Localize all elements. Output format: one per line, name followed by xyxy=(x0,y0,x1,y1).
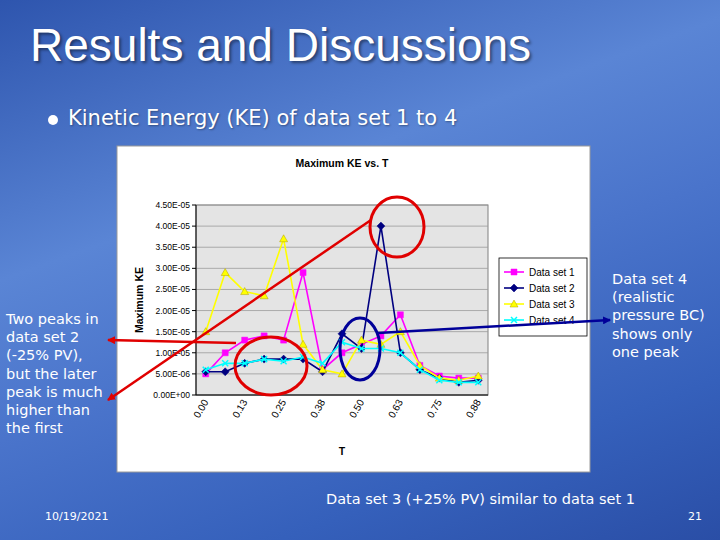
grid-line xyxy=(196,268,488,269)
marker xyxy=(456,379,462,385)
grid-line xyxy=(196,226,488,227)
marker xyxy=(241,288,249,295)
annotation: Data set 3 (+25% PV) similar to data set… xyxy=(326,491,635,507)
marker xyxy=(319,366,327,373)
marker xyxy=(377,222,385,230)
grid-line xyxy=(196,289,488,290)
series-line xyxy=(206,239,479,380)
slide-date: 10/19/2021 xyxy=(45,510,108,523)
bullet-dot xyxy=(48,115,58,125)
x-tick-label: 0.63 xyxy=(386,397,405,420)
marker xyxy=(320,360,326,366)
marker xyxy=(280,235,288,242)
x-axis xyxy=(196,395,488,396)
legend-label: Data set 3 xyxy=(529,299,575,310)
y-tick xyxy=(192,331,196,332)
y-axis-title: Maximum KE xyxy=(133,267,145,333)
annotation: Two peaks in data set 2 (-25% PV), but t… xyxy=(6,310,110,437)
marker xyxy=(221,368,229,376)
marker xyxy=(281,358,287,364)
y-tick-label: 3.00E-05 xyxy=(156,263,191,273)
legend-marker xyxy=(511,269,517,275)
marker xyxy=(475,379,481,385)
y-axis xyxy=(196,205,197,395)
marker xyxy=(417,367,423,373)
x-tick-label: 0.13 xyxy=(230,397,249,420)
series-group xyxy=(202,222,483,386)
y-tick xyxy=(192,205,196,206)
y-tick-label: 2.00E-05 xyxy=(156,306,191,316)
marker xyxy=(300,270,306,276)
chart-area xyxy=(117,146,590,472)
legend-label: Data set 1 xyxy=(529,267,575,278)
bullet-text: Kinetic Energy (KE) of data set 1 to 4 xyxy=(68,106,457,130)
highlight-circle xyxy=(340,318,380,380)
y-tick xyxy=(192,352,196,353)
y-tick xyxy=(192,289,196,290)
marker xyxy=(397,312,403,318)
overlay xyxy=(0,0,720,540)
x-tick-label: 0.25 xyxy=(269,397,288,420)
annotation: Data set 4 (realistic pressure BC) shows… xyxy=(612,270,717,361)
y-tick-label: 2.50E-05 xyxy=(156,284,191,294)
legend-marker xyxy=(510,284,518,292)
y-tick xyxy=(192,395,196,396)
y-tick xyxy=(192,247,196,248)
x-tick-label: 0.75 xyxy=(425,397,444,420)
marker xyxy=(436,377,442,383)
marker xyxy=(242,360,248,366)
marker xyxy=(474,372,482,379)
marker xyxy=(261,356,267,362)
x-tick-label: 0.88 xyxy=(464,397,483,420)
y-tick-label: 5.00E-06 xyxy=(156,369,191,379)
y-tick-label: 1.50E-05 xyxy=(156,327,191,337)
y-tick xyxy=(192,268,196,269)
marker xyxy=(222,360,228,366)
arrow xyxy=(108,340,236,343)
legend-marker xyxy=(510,300,518,307)
y-tick-label: 4.50E-05 xyxy=(156,200,191,210)
x-tick-label: 0.38 xyxy=(308,397,327,420)
highlight-circle xyxy=(235,337,307,395)
grid-line xyxy=(196,205,488,206)
page-number: 21 xyxy=(688,510,702,523)
marker xyxy=(203,367,209,373)
chart-title: Maximum KE vs. T xyxy=(296,157,389,169)
marker xyxy=(222,350,228,356)
marker xyxy=(358,346,364,352)
marker xyxy=(221,269,229,276)
marker xyxy=(242,337,248,343)
plot-area xyxy=(196,205,488,395)
legend-label: Data set 2 xyxy=(529,283,575,294)
marker xyxy=(357,336,365,343)
arrow xyxy=(108,220,371,400)
y-tick-label: 3.50E-05 xyxy=(156,242,191,252)
arrow xyxy=(378,320,610,333)
x-tick-label: 0.50 xyxy=(347,397,366,420)
y-tick xyxy=(192,226,196,227)
marker xyxy=(397,350,403,356)
y-tick-label: 0.00E+00 xyxy=(153,390,190,400)
highlight-circle xyxy=(370,197,424,257)
x-tick-label: 0.00 xyxy=(191,397,210,420)
y-tick xyxy=(192,310,196,311)
chart-svg: Maximum KE vs. T0.00E+005.00E-061.00E-05… xyxy=(0,0,720,540)
grid-line xyxy=(196,247,488,248)
grid-line xyxy=(196,395,488,396)
x-axis-title: T xyxy=(339,445,346,457)
legend-marker xyxy=(511,317,517,323)
y-tick xyxy=(192,373,196,374)
marker xyxy=(299,340,307,347)
y-tick-label: 4.00E-05 xyxy=(156,221,191,231)
slide-title: Results and Discussions xyxy=(30,18,531,72)
